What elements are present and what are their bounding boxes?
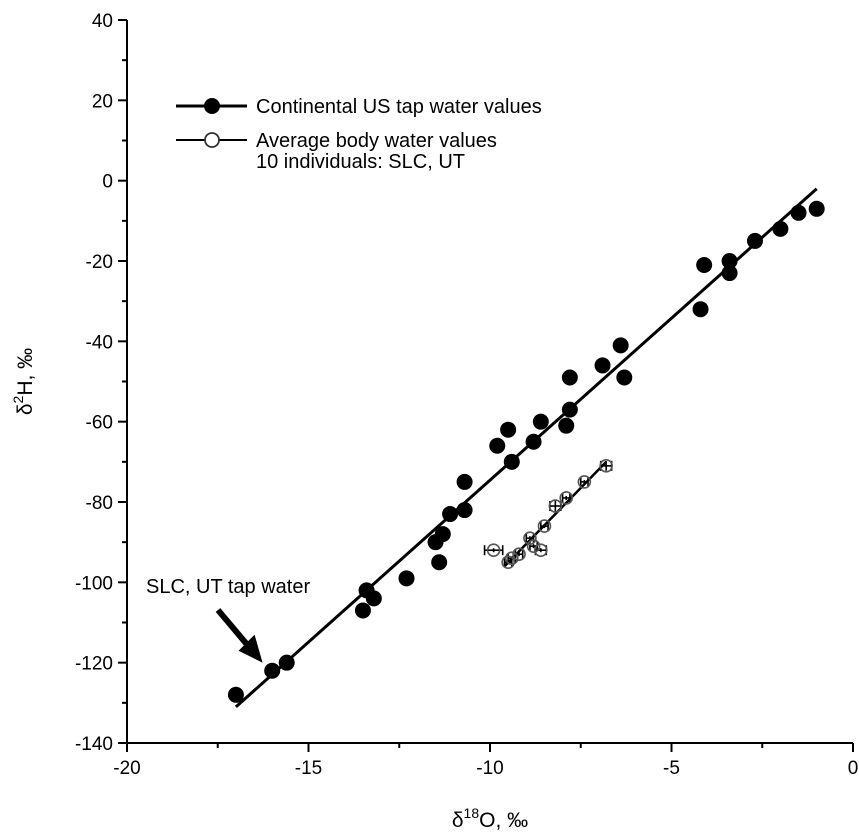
tap-water-point: [278, 654, 295, 671]
body-water-point: [512, 547, 526, 562]
y-axis-label-base: δ: [14, 403, 37, 415]
y-axis-label-group: δ2H, ‰: [10, 348, 37, 415]
tap-water-point: [489, 437, 506, 454]
body-water-point: [523, 531, 537, 545]
tap-water-point: [227, 686, 244, 703]
y-tick-label: -20: [86, 252, 113, 273]
tap-water-point: [696, 257, 713, 274]
tap-water-point: [594, 357, 611, 374]
x-axis-label: δ18O, ‰: [452, 805, 528, 832]
legend-label-tap: Continental US tap water values: [256, 96, 542, 118]
x-axis-label-base: δ: [452, 809, 464, 832]
tap-water-point: [561, 401, 578, 418]
tap-water-point: [692, 301, 709, 318]
x-axis-label-rest: O, ‰: [479, 809, 528, 832]
y-tick-label: -80: [86, 493, 113, 514]
y-tick-label: -60: [86, 413, 113, 434]
tap-water-point: [456, 473, 473, 490]
annotation-arrow-head: [238, 634, 263, 663]
legend-marker-body: [204, 132, 220, 148]
tap-water-point: [772, 220, 789, 237]
x-tick-label: -10: [476, 758, 503, 779]
body-water-point: [501, 555, 515, 570]
tap-water-point: [398, 570, 415, 587]
y-axis-label-sup: 2: [10, 395, 26, 403]
body-water-point: [548, 499, 563, 513]
annotation: SLC, UT tap water: [146, 576, 310, 663]
tap-water-point: [442, 506, 459, 523]
body-water-point: [486, 543, 501, 558]
y-tick-label: 20: [92, 91, 113, 112]
fit-line-series-1: [234, 187, 818, 708]
body-water-point: [559, 491, 574, 505]
x-tick-label: -20: [113, 758, 140, 779]
tap-water-point: [561, 369, 578, 386]
tap-water-point: [746, 232, 763, 249]
tap-water-point: [354, 602, 371, 619]
tap-water-point: [721, 265, 738, 282]
x-tick-label: -5: [663, 758, 680, 779]
y-tick-label: 0: [102, 172, 113, 193]
tap-water-point: [434, 526, 451, 543]
legend-label-body-line2: 10 individuals: SLC, UT: [256, 151, 465, 173]
tap-water-point: [503, 453, 520, 470]
y-axis-label-rest: H, ‰: [14, 348, 37, 396]
tap-water-point: [721, 253, 738, 269]
body-water-point: [537, 519, 552, 533]
annotation-arrow-shaft: [215, 608, 253, 651]
y-tick-label: -40: [86, 332, 113, 353]
tap-water-point: [456, 502, 473, 519]
tap-water-point: [558, 417, 575, 434]
annotation-text: SLC, UT tap water: [146, 576, 310, 598]
body-water-point: [599, 459, 613, 473]
tap-water-point: [264, 662, 281, 679]
body-water-point: [526, 539, 541, 553]
y-tick-label: 40: [92, 11, 113, 32]
x-axis-label-sup: 18: [464, 805, 480, 821]
tap-water-point: [525, 433, 542, 450]
y-tick-label: -140: [75, 734, 113, 755]
x-tick-label: 0: [848, 758, 859, 779]
body-water-point: [577, 475, 592, 489]
body-water-point: [504, 551, 519, 566]
tap-water-point: [612, 337, 629, 354]
tap-water-point: [790, 204, 807, 221]
data-points: [227, 200, 825, 703]
y-axis-label: δ2H, ‰: [10, 348, 37, 415]
tap-water-point: [808, 200, 825, 217]
body-water-point: [534, 543, 548, 558]
legend-marker-tap: [204, 98, 220, 114]
tap-water-point: [532, 413, 549, 430]
tap-water-point: [431, 554, 448, 571]
tap-water-point: [616, 369, 633, 386]
x-tick-label: -15: [295, 758, 322, 779]
y-tick-label: -120: [75, 654, 113, 675]
legend: Continental US tap water values Average b…: [176, 96, 542, 173]
tap-water-point: [365, 590, 382, 607]
tap-water-point: [500, 421, 517, 438]
legend-label-body: Average body water values: [256, 130, 497, 152]
y-tick-label: -100: [75, 573, 113, 594]
